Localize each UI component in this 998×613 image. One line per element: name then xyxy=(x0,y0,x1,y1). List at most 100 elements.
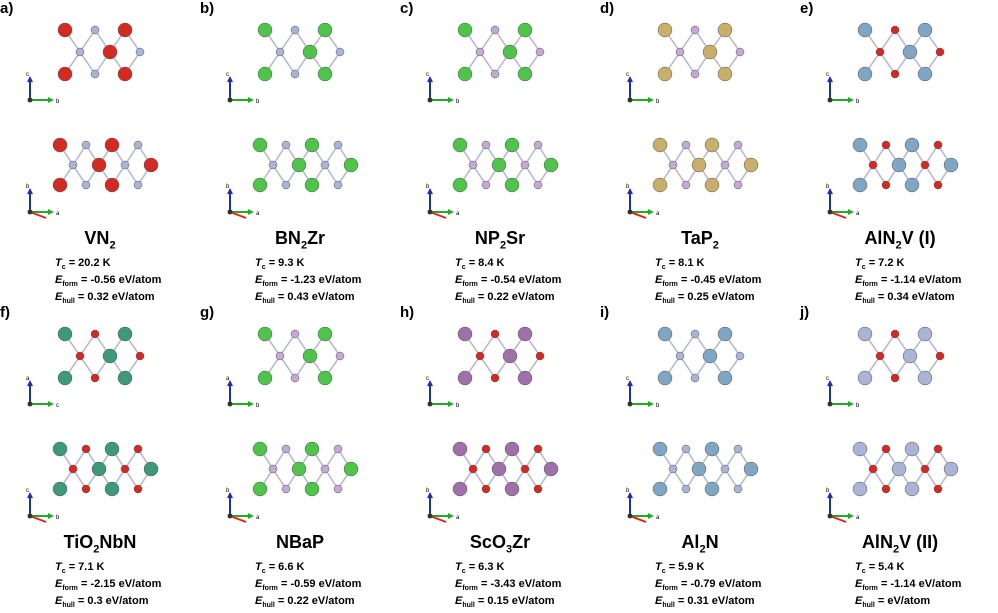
atom xyxy=(143,157,159,173)
arrow-blue xyxy=(427,380,433,386)
atom xyxy=(690,373,700,383)
atom xyxy=(343,461,359,477)
symbol-subscript: hull xyxy=(262,602,275,610)
axis-origin xyxy=(227,209,233,215)
axis-origin xyxy=(827,209,833,215)
symbol-subscript: c xyxy=(661,264,666,272)
bond xyxy=(279,355,296,379)
atom xyxy=(691,461,707,477)
axis-label-2: b xyxy=(456,99,460,105)
structure-bottom-view xyxy=(652,441,759,497)
atom xyxy=(920,464,930,474)
atom xyxy=(533,444,543,454)
axis-triad-bottom: ba xyxy=(226,488,260,523)
atom xyxy=(681,444,691,454)
properties-block: Tc = 5.4 K Eform = -1.14 eV/atom Ehull = e… xyxy=(855,561,961,613)
atom xyxy=(317,370,333,386)
axis-label-2: b xyxy=(656,99,660,105)
atom xyxy=(75,351,85,361)
atom xyxy=(275,47,285,57)
bond xyxy=(279,51,296,75)
symbol-subscript: c xyxy=(61,264,66,272)
atom xyxy=(57,326,73,342)
atom xyxy=(517,66,533,82)
formation-energy: Eform = -1.14 eV/atom xyxy=(855,578,961,595)
atom xyxy=(690,329,700,339)
bond xyxy=(479,355,496,379)
atom xyxy=(520,464,530,474)
atom xyxy=(743,157,759,173)
atom xyxy=(275,351,285,361)
value: = -0.45 eV/atom xyxy=(677,274,762,287)
formula-subscript: 2 xyxy=(499,239,507,252)
atom xyxy=(135,351,145,361)
axis-triad-top: cb xyxy=(626,72,660,105)
bond xyxy=(479,51,496,75)
critical-temperature: Tc = 6.6 K xyxy=(255,561,361,578)
atom xyxy=(881,140,891,150)
symbol: E xyxy=(55,274,63,287)
value: = -2.15 eV/atom xyxy=(77,578,162,591)
axis-triad-bottom: ba xyxy=(826,488,860,523)
symbol-subscript: form xyxy=(262,585,278,593)
formation-energy: Eform = -2.15 eV/atom xyxy=(55,578,161,595)
value: = eV/atom xyxy=(874,595,931,608)
atom xyxy=(133,444,143,454)
compound-formula: AlN2V (II) xyxy=(800,532,998,556)
symbol: E xyxy=(655,274,663,287)
atom xyxy=(452,177,468,193)
symbol: E xyxy=(655,578,663,591)
energy-above-hull: Ehull = eV/atom xyxy=(855,595,961,612)
bond xyxy=(879,333,896,357)
arrow-green xyxy=(648,97,654,103)
arrow-green xyxy=(248,401,254,407)
panel-letter: b) xyxy=(200,0,215,17)
axis-label-1: c xyxy=(626,376,629,382)
formula-tail: N xyxy=(705,532,719,552)
symbol: E xyxy=(855,578,863,591)
atom xyxy=(320,160,330,170)
atom xyxy=(933,140,943,150)
symbol: T xyxy=(855,257,862,269)
atom xyxy=(75,47,85,57)
atom xyxy=(704,441,720,457)
symbol-subscript: form xyxy=(862,585,878,593)
atom xyxy=(933,484,943,494)
atom xyxy=(704,177,720,193)
atom xyxy=(520,160,530,170)
atom xyxy=(135,47,145,57)
atom xyxy=(890,329,900,339)
atom xyxy=(933,180,943,190)
structure-top-view xyxy=(57,22,145,82)
atom xyxy=(104,137,120,153)
atom xyxy=(290,329,300,339)
bond xyxy=(679,51,696,75)
atom xyxy=(57,22,73,38)
symbol-subscript: form xyxy=(462,281,478,289)
critical-temperature: Tc = 9.3 K xyxy=(255,257,361,274)
atom xyxy=(81,180,91,190)
arrow-green xyxy=(248,513,254,519)
atom xyxy=(268,464,278,474)
formation-energy: Eform = -0.56 eV/atom xyxy=(55,274,161,291)
atom xyxy=(335,47,345,57)
symbol-subscript: hull xyxy=(862,298,875,306)
arrow-blue xyxy=(627,76,633,82)
energy-above-hull: Ehull = 0.22 eV/atom xyxy=(455,291,561,308)
atom xyxy=(690,69,700,79)
atom xyxy=(652,481,668,497)
axis-label-1: b xyxy=(426,184,430,190)
atom xyxy=(333,180,343,190)
axis-triad-bottom: ba xyxy=(826,184,860,219)
symbol: T xyxy=(655,257,662,269)
atom xyxy=(468,464,478,474)
axis-label-1: c xyxy=(426,376,429,382)
atom xyxy=(717,326,733,342)
axis-origin xyxy=(27,209,33,215)
atom xyxy=(102,44,118,60)
axis-label-1: b xyxy=(226,488,230,494)
properties-block: Tc = 6.3 K Eform = -3.43 eV/atom Ehull = 0… xyxy=(455,561,561,613)
atom xyxy=(533,484,543,494)
axis-label-2: b xyxy=(856,403,860,409)
